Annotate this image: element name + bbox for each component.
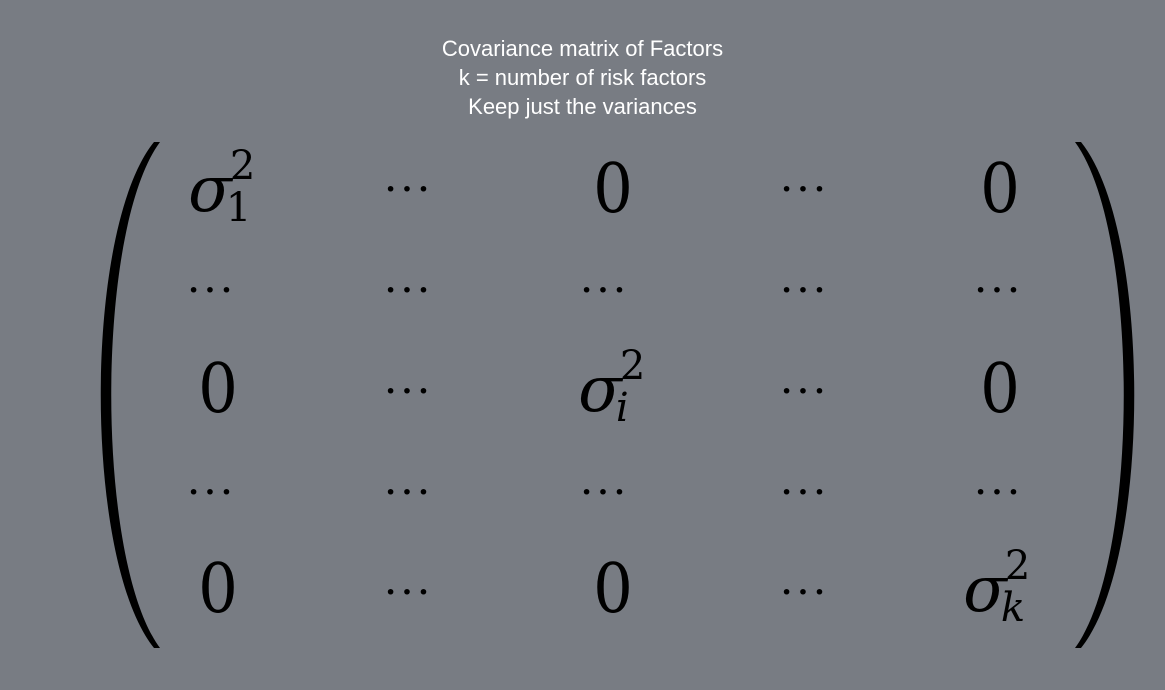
cell-dots-r3-c4: ··· <box>781 374 831 409</box>
cell-dots-r2-c3: ··· <box>581 273 631 308</box>
cell-dots-r4-c4: ··· <box>781 475 831 510</box>
caption-line-note: Keep just the variances <box>468 94 697 119</box>
cell-zero-r3-c1: 0 <box>198 350 238 429</box>
cell-dots-r2-c5: ··· <box>975 273 1025 308</box>
cell-dots-r2-c1: ··· <box>188 273 238 308</box>
cell-dots-r2-c2: ··· <box>385 273 435 308</box>
cell-zero-r1-c5: 0 <box>980 150 1020 229</box>
caption-line-title: Covariance matrix of Factors <box>441 36 724 61</box>
cell-dots-r3-c2: ··· <box>385 374 435 409</box>
cell-dots-r4-c1: ··· <box>188 475 238 510</box>
caption: Covariance matrix of Factors k = number … <box>0 34 1165 121</box>
left-parenthesis <box>100 142 160 648</box>
cell-dots-r4-c2: ··· <box>385 475 435 510</box>
cell-dots-r5-c2: ··· <box>385 575 435 610</box>
cell-zero-r5-c1: 0 <box>198 550 238 629</box>
cell-dots-r4-c3: ··· <box>581 475 631 510</box>
cell-dots-r2-c4: ··· <box>781 273 831 308</box>
cell-zero-r5-c3: 0 <box>593 550 633 629</box>
cell-dots-r1-c2: ··· <box>385 172 435 207</box>
cell-zero-r3-c5: 0 <box>980 350 1020 429</box>
cell-dots-r4-c5: ··· <box>975 475 1025 510</box>
cell-dots-r5-c4: ··· <box>781 575 831 610</box>
caption-line-definition: k = number of risk factors <box>458 65 707 90</box>
cell-dots-r1-c4: ··· <box>781 172 831 207</box>
right-parenthesis <box>1075 142 1135 648</box>
cell-zero-r1-c3: 0 <box>593 150 633 229</box>
